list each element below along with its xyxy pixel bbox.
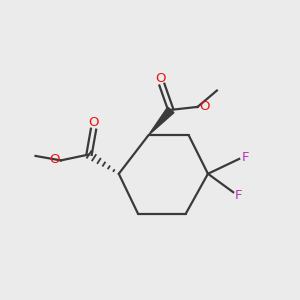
Text: O: O: [199, 100, 209, 113]
Polygon shape: [148, 107, 174, 135]
Text: O: O: [49, 153, 59, 166]
Text: O: O: [155, 72, 166, 85]
Text: O: O: [88, 116, 99, 129]
Text: F: F: [242, 151, 250, 164]
Text: F: F: [235, 189, 242, 202]
